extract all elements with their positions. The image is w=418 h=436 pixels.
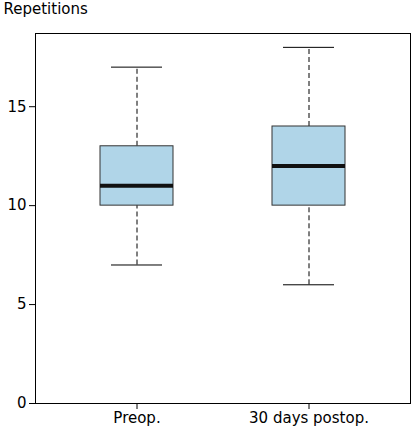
svg-text:Repetitions: Repetitions [4, 0, 89, 18]
svg-text:15: 15 [7, 98, 26, 116]
svg-text:30 days postop.: 30 days postop. [249, 409, 369, 427]
svg-text:5: 5 [17, 295, 27, 313]
svg-text:10: 10 [7, 196, 26, 214]
svg-text:Preop.: Preop. [113, 409, 160, 427]
svg-text:0: 0 [17, 394, 27, 412]
